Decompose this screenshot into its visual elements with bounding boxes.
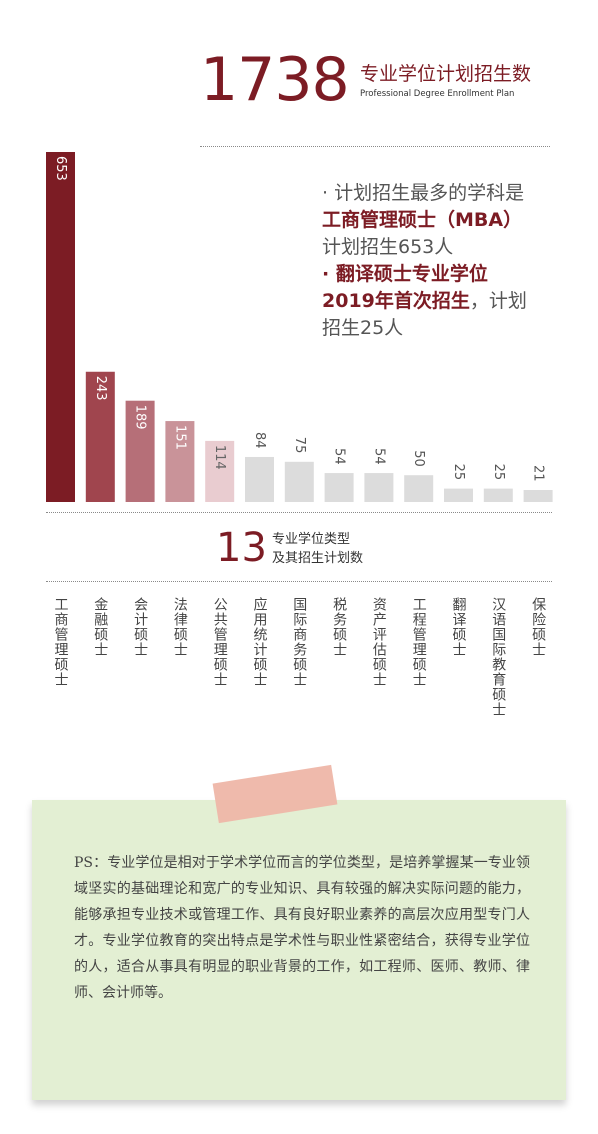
note-line-5-rest: ，计划 — [469, 290, 527, 312]
bar-1 — [46, 152, 75, 502]
category-label-2: 金融硕士 — [92, 597, 109, 657]
ps-note-card: PS：专业学位是相对于学术学位而言的学位类型，是培养掌握某一专业领域坚实的基础理… — [32, 800, 566, 1100]
bar-value-label-1: 653 — [53, 156, 68, 181]
header-divider — [200, 146, 550, 147]
bar-6 — [245, 456, 274, 502]
category-label-9: 资产评估硕士 — [370, 597, 387, 687]
bar-value-label-4: 151 — [172, 425, 187, 450]
bar-8 — [324, 473, 354, 502]
degree-type-count: 13 — [216, 525, 267, 571]
bar-2 — [85, 371, 115, 502]
bar-value-label-10: 50 — [411, 450, 426, 467]
bar-value-label-7: 75 — [292, 437, 307, 454]
category-labels: 工商管理硕士 金融硕士 会计硕士 法律硕士 公共管理硕士 应用统计硕士 国际商务硕士 税务硕士… — [0, 597, 598, 747]
chart-bottom-divider — [46, 512, 552, 513]
bar-value-label-6: 84 — [252, 432, 267, 449]
category-label-10: 工程管理硕士 — [410, 597, 427, 687]
category-label-3: 会计硕士 — [132, 597, 149, 657]
degree-type-label-line-2: 及其招生计划数 — [272, 551, 364, 566]
ps-note-text: PS：专业学位是相对于学术学位而言的学位类型，是培养掌握某一专业领域坚实的基础理… — [74, 855, 530, 1001]
bar-5 — [205, 440, 235, 502]
degree-type-label-line-1: 专业学位类型 — [272, 532, 351, 547]
bar-7 — [284, 461, 314, 502]
note-line-4: 翻译硕士专业学位 — [335, 263, 488, 285]
bar-10 — [404, 475, 434, 502]
category-top-divider — [46, 581, 552, 582]
category-label-5: 公共管理硕士 — [211, 597, 228, 687]
bar-value-label-5: 114 — [212, 445, 227, 470]
total-enrollment-number: 1738 — [200, 45, 350, 115]
category-label-13: 保险硕士 — [530, 597, 547, 657]
note-bullet: · — [322, 182, 335, 204]
category-label-12: 汉语国际教育硕士 — [490, 597, 507, 717]
category-label-11: 翻译硕士 — [450, 597, 467, 657]
highlight-note: · 计划招生最多的学科是 工商管理硕士（MBA） 计划招生653人 · 翻译硕士… — [322, 180, 572, 342]
note-line-6: 招生25人 — [322, 317, 404, 339]
bar-value-label-13: 21 — [531, 465, 546, 482]
bar-9 — [364, 473, 394, 502]
page-title: 专业学位计划招生数 — [360, 63, 532, 85]
degree-type-count-label: 专业学位类型 及其招生计划数 — [272, 530, 363, 568]
note-line-1: 计划招生最多的学科是 — [334, 182, 525, 204]
category-label-6: 应用统计硕士 — [251, 597, 268, 687]
bar-13 — [523, 490, 553, 502]
note-line-2: 工商管理硕士（MBA） — [322, 209, 523, 231]
note-bullet: · — [322, 263, 336, 285]
category-label-8: 税务硕士 — [331, 597, 348, 657]
bar-value-label-12: 25 — [491, 464, 506, 481]
category-label-7: 国际商务硕士 — [291, 597, 308, 687]
bar-4 — [165, 421, 195, 502]
bar-value-label-2: 243 — [93, 376, 108, 401]
bar-11 — [444, 488, 473, 502]
category-label-4: 法律硕士 — [171, 597, 188, 657]
bar-value-label-8: 54 — [332, 448, 347, 465]
category-label-1: 工商管理硕士 — [52, 597, 69, 687]
bar-value-label-3: 189 — [133, 405, 148, 430]
enrollment-bar-chart: 653 243 189 151 114 84 75 54 54 50 25 25 21 — [46, 152, 553, 502]
bar-12 — [483, 488, 513, 502]
bar-3 — [125, 400, 155, 502]
page-subtitle: Professional Degree Enrollment Plan — [360, 89, 515, 99]
note-line-3: 计划招生653人 — [322, 236, 454, 258]
bar-value-label-9: 54 — [371, 448, 386, 465]
note-line-5-highlight: 2019年首次招生 — [322, 290, 470, 312]
bar-value-label-11: 25 — [451, 464, 466, 481]
